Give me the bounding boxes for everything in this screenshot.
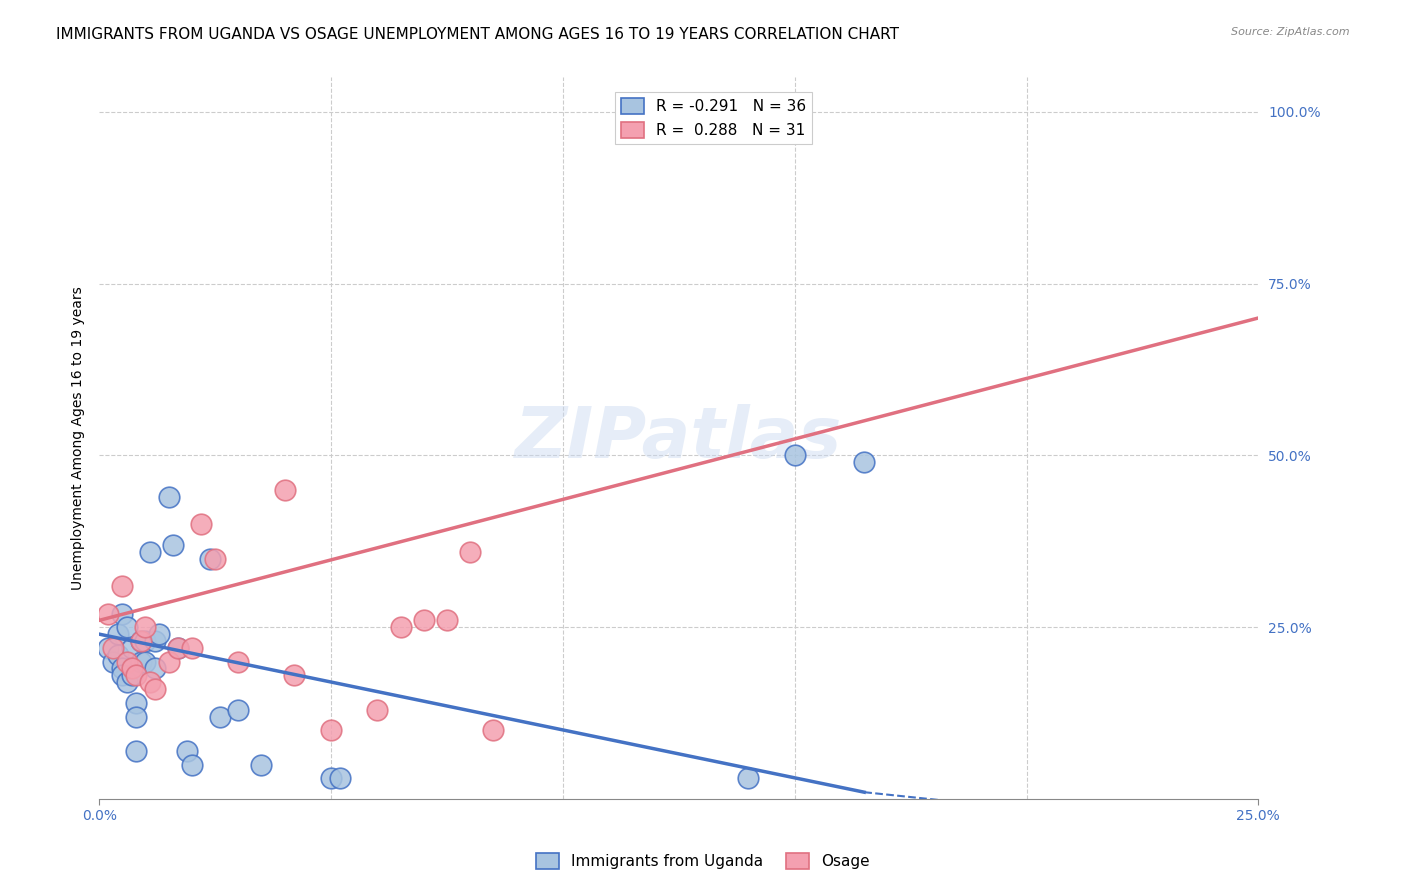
Point [157,655,180,669]
Point [329,772,352,786]
Point [180,757,202,772]
Point [111,579,134,593]
Point [761,104,783,119]
Text: IMMIGRANTS FROM UGANDA VS OSAGE UNEMPLOYMENT AMONG AGES 16 TO 19 YEARS CORRELATI: IMMIGRANTS FROM UGANDA VS OSAGE UNEMPLOY… [56,27,900,42]
Point [139,675,162,690]
Point [226,655,249,669]
Point [389,620,412,634]
Point [139,544,162,558]
Point [162,538,184,552]
Point [143,682,166,697]
Point [180,640,202,655]
Point [97,640,120,655]
Point [200,551,222,566]
Point [412,613,434,627]
Point [101,655,124,669]
Point [125,709,148,723]
Point [129,634,152,648]
Point [107,648,129,662]
Point [366,703,388,717]
Point [167,640,190,655]
Point [157,490,180,504]
Point [143,634,166,648]
Point [208,709,231,723]
Text: Source: ZipAtlas.com: Source: ZipAtlas.com [1232,27,1350,37]
Point [190,517,212,532]
Point [482,723,505,738]
Point [115,655,138,669]
Point [319,723,342,738]
Point [121,668,143,682]
Point [690,104,713,119]
Point [121,640,143,655]
Point [714,104,737,119]
Point [111,668,134,682]
Point [111,607,134,621]
Y-axis label: Unemployment Among Ages 16 to 19 years: Unemployment Among Ages 16 to 19 years [72,286,86,591]
Point [107,627,129,641]
Point [853,455,876,469]
Point [121,661,143,675]
Point [97,607,120,621]
Point [167,640,190,655]
Point [319,772,342,786]
Point [273,483,295,497]
Point [783,449,806,463]
Point [737,772,759,786]
Point [101,640,124,655]
Point [125,744,148,758]
Point [125,668,148,682]
Point [176,744,198,758]
Point [143,661,166,675]
Point [737,104,759,119]
Point [115,620,138,634]
Point [129,655,152,669]
Point [134,655,156,669]
Point [250,757,273,772]
Point [458,544,481,558]
Point [436,613,458,627]
Point [129,634,152,648]
Point [226,703,249,717]
Legend: Immigrants from Uganda, Osage: Immigrants from Uganda, Osage [530,847,876,875]
Point [283,668,305,682]
Point [125,696,148,710]
Point [204,551,226,566]
Point [134,634,156,648]
Point [148,627,170,641]
Legend: R = -0.291   N = 36, R =  0.288   N = 31: R = -0.291 N = 36, R = 0.288 N = 31 [614,92,813,145]
Point [115,675,138,690]
Point [134,620,156,634]
Point [111,661,134,675]
Text: ZIPatlas: ZIPatlas [515,404,842,473]
